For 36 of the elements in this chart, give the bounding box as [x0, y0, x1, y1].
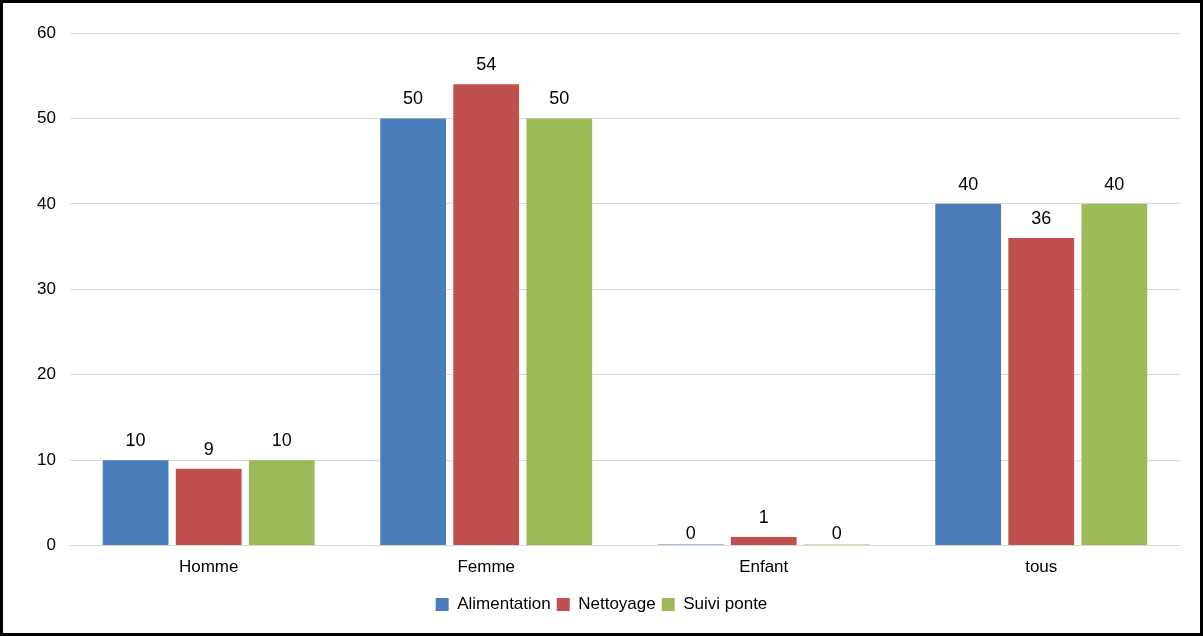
x-tick-label: Homme	[178, 557, 239, 577]
bar	[175, 468, 242, 546]
y-tick-label: 50	[36, 108, 56, 128]
data-label: 10	[271, 430, 292, 451]
data-label: 50	[403, 88, 424, 109]
bar	[935, 203, 1002, 546]
y-tick-label: 30	[36, 278, 56, 298]
x-tick-label: Enfant	[739, 557, 789, 577]
x-tick-label: Femme	[457, 557, 516, 577]
bar	[380, 118, 446, 546]
data-label: 40	[958, 173, 979, 194]
data-label: 36	[1031, 208, 1052, 229]
y-tick-label: 40	[36, 193, 56, 213]
data-label: 50	[549, 88, 570, 109]
data-label: 0	[685, 522, 696, 543]
y-tick-label: 60	[36, 22, 56, 42]
legend-label: Nettoyage	[578, 594, 656, 614]
data-label: 54	[476, 54, 497, 75]
bar	[1008, 238, 1075, 546]
data-label: 0	[831, 522, 842, 543]
data-label: 1	[758, 507, 769, 528]
bar	[102, 460, 169, 546]
bar	[526, 118, 593, 546]
legend-label: Alimentation	[457, 594, 551, 614]
x-tick-label: tous	[1025, 557, 1058, 577]
y-tick-label: 10	[36, 449, 56, 469]
bar	[453, 84, 520, 546]
data-label: 40	[1104, 173, 1125, 194]
data-label: 9	[203, 438, 214, 459]
y-tick-label: 20	[36, 364, 56, 384]
bar	[1081, 203, 1148, 546]
bar	[730, 537, 797, 546]
legend-label: Suivi ponte	[683, 594, 768, 614]
bar	[248, 460, 315, 546]
y-tick-label: 0	[46, 535, 56, 555]
data-label: 10	[125, 430, 146, 451]
